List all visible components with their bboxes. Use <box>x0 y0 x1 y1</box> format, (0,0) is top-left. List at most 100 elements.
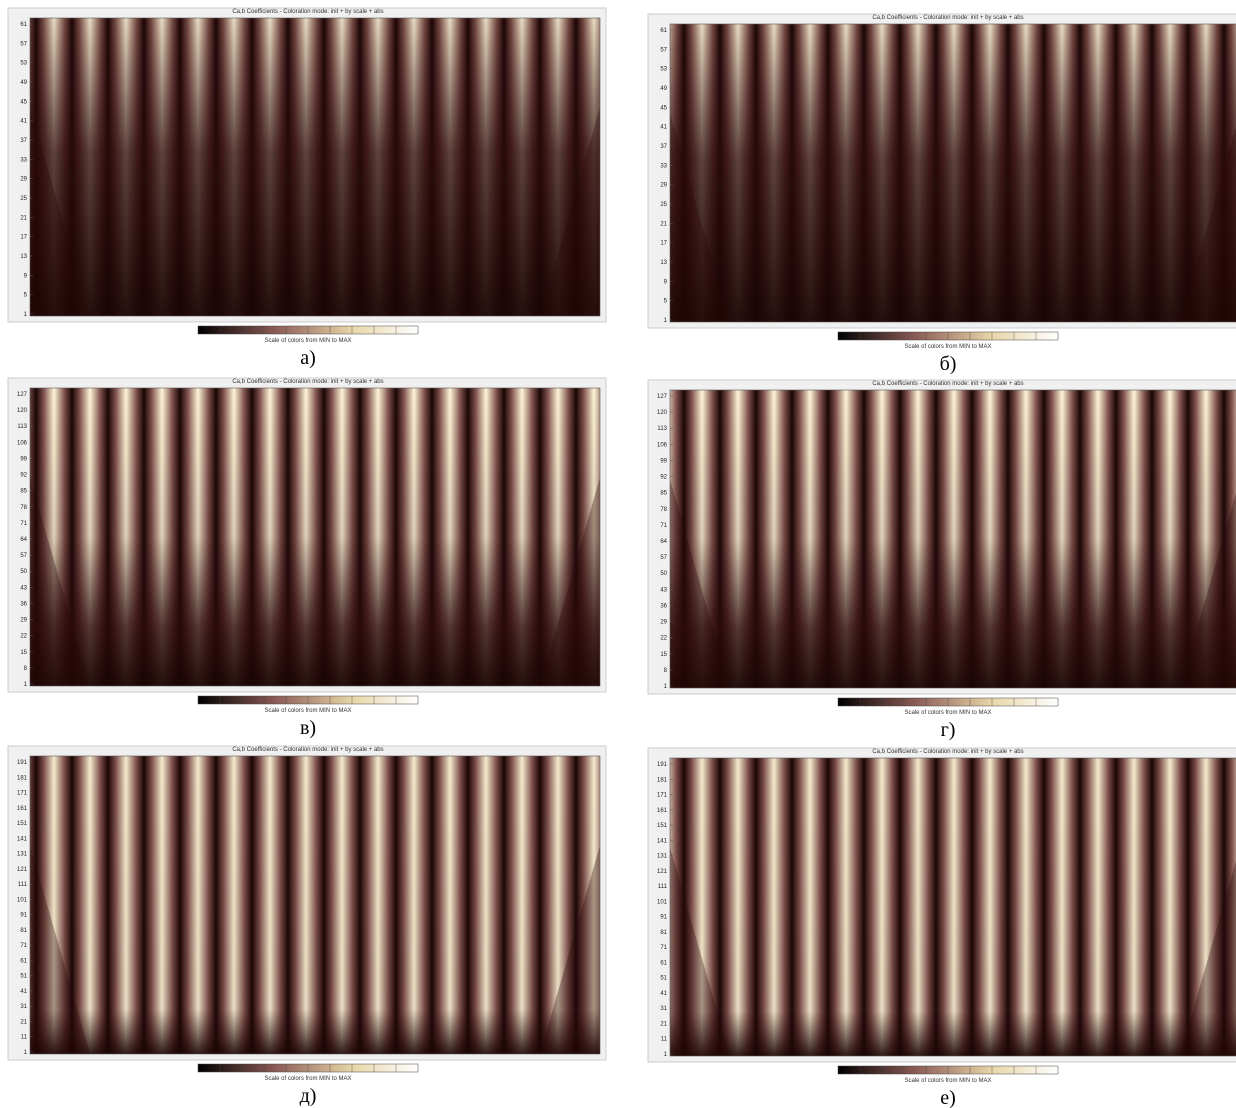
caption: б) <box>940 353 957 375</box>
y-tick-label: 64 <box>20 537 27 543</box>
y-tick-label: 113 <box>17 424 27 430</box>
y-tick-label: 31 <box>20 1004 27 1010</box>
y-tick-label: 181 <box>657 777 668 783</box>
y-tick-label: 1 <box>24 312 28 318</box>
y-tick-label: 57 <box>20 553 27 559</box>
caption: е) <box>940 1087 956 1108</box>
y-tick-label: 57 <box>660 555 667 561</box>
y-tick-label: 51 <box>660 976 667 982</box>
y-tick-label: 61 <box>660 28 667 34</box>
caption: г) <box>941 719 956 741</box>
panel-title: Ca,b Coefficients - Coloration mode: ini… <box>872 749 1023 755</box>
panel-title: Ca,b Coefficients - Coloration mode: ini… <box>872 15 1023 21</box>
heatmap-shade <box>670 758 1236 1056</box>
y-tick-label: 21 <box>20 1019 27 1025</box>
y-tick-label: 191 <box>17 760 28 766</box>
y-tick-label: 99 <box>660 458 667 464</box>
y-tick-label: 5 <box>664 299 668 305</box>
plot-border <box>29 387 601 687</box>
y-tick-label: 92 <box>20 473 27 479</box>
y-tick-label: 29 <box>660 620 667 626</box>
y-tick-label: 11 <box>661 1037 668 1043</box>
y-tick-label: 106 <box>657 442 668 448</box>
colorbar-label: Scale of colors from MIN to MAX <box>264 338 351 344</box>
plot-border <box>669 389 1236 689</box>
y-tick-label: 131 <box>17 852 28 858</box>
y-tick-label: 101 <box>17 897 28 903</box>
y-tick-label: 171 <box>657 793 668 799</box>
plot-border <box>29 17 601 317</box>
colorbar-label: Scale of colors from MIN to MAX <box>264 708 351 714</box>
y-tick-label: 1 <box>24 1050 28 1056</box>
y-tick-label: 43 <box>20 585 27 591</box>
y-tick-label: 37 <box>20 138 27 144</box>
panel: Ca,b Coefficients - Coloration mode: ini… <box>7 745 607 1107</box>
y-tick-label: 41 <box>20 119 27 125</box>
panel-title: Ca,b Coefficients - Coloration mode: ini… <box>872 381 1023 387</box>
y-tick-label: 41 <box>660 125 667 131</box>
colorbar-label: Scale of colors from MIN to MAX <box>904 344 991 350</box>
y-tick-label: 99 <box>20 456 27 462</box>
panel: Ca,b Coefficients - Coloration mode: ini… <box>647 379 1236 741</box>
y-tick-label: 36 <box>660 603 667 609</box>
y-tick-label: 22 <box>20 634 27 640</box>
y-tick-label: 29 <box>20 177 27 183</box>
y-tick-label: 13 <box>660 260 667 266</box>
panel-title: Ca,b Coefficients - Coloration mode: ini… <box>232 747 383 753</box>
y-tick-label: 49 <box>660 86 667 92</box>
y-tick-label: 91 <box>20 913 27 919</box>
y-tick-label: 120 <box>17 408 28 414</box>
y-tick-label: 113 <box>657 426 667 432</box>
y-tick-label: 15 <box>20 650 27 656</box>
y-tick-label: 101 <box>657 899 668 905</box>
y-tick-label: 51 <box>20 974 27 980</box>
y-tick-label: 151 <box>657 823 668 829</box>
y-tick-label: 91 <box>660 915 667 921</box>
y-tick-label: 53 <box>660 67 667 73</box>
caption: в) <box>300 717 316 739</box>
y-tick-label: 92 <box>660 475 667 481</box>
y-tick-label: 29 <box>20 618 27 624</box>
y-tick-label: 50 <box>20 569 27 575</box>
y-tick-label: 64 <box>660 539 667 545</box>
panel: Ca,b Coefficients - Coloration mode: ini… <box>7 377 607 739</box>
colorbar-label: Scale of colors from MIN to MAX <box>264 1076 351 1082</box>
y-tick-label: 161 <box>17 806 28 812</box>
heatmap-shade <box>30 18 600 316</box>
colorbar-label: Scale of colors from MIN to MAX <box>904 1078 991 1084</box>
y-tick-label: 49 <box>20 80 27 86</box>
y-tick-label: 71 <box>20 943 27 949</box>
y-tick-label: 45 <box>20 99 27 105</box>
y-tick-label: 33 <box>20 157 27 163</box>
y-tick-label: 21 <box>660 1021 667 1027</box>
y-tick-label: 45 <box>660 105 667 111</box>
y-tick-label: 71 <box>20 521 27 527</box>
y-tick-label: 13 <box>20 254 27 260</box>
y-tick-label: 81 <box>20 928 27 934</box>
y-tick-label: 1 <box>664 684 668 690</box>
y-tick-label: 78 <box>20 505 27 511</box>
y-tick-label: 111 <box>658 884 668 890</box>
y-tick-label: 8 <box>24 666 28 672</box>
y-tick-label: 1 <box>664 318 668 324</box>
y-tick-label: 25 <box>20 196 27 202</box>
y-tick-label: 61 <box>20 958 27 964</box>
y-tick-label: 50 <box>660 571 667 577</box>
y-tick-label: 57 <box>20 41 27 47</box>
plot-border <box>669 23 1236 323</box>
y-tick-label: 37 <box>660 144 667 150</box>
y-tick-label: 120 <box>657 410 668 416</box>
y-tick-label: 9 <box>664 279 668 285</box>
y-tick-label: 41 <box>660 991 667 997</box>
y-tick-label: 22 <box>660 636 667 642</box>
y-tick-label: 17 <box>20 235 27 241</box>
y-tick-label: 71 <box>660 523 667 529</box>
y-tick-label: 161 <box>657 808 668 814</box>
y-tick-label: 81 <box>660 930 667 936</box>
y-tick-label: 127 <box>657 394 668 400</box>
y-tick-label: 111 <box>18 882 28 888</box>
plot-border <box>669 757 1236 1057</box>
panel: Ca,b Coefficients - Coloration mode: ini… <box>647 747 1236 1108</box>
y-tick-label: 15 <box>660 652 667 658</box>
